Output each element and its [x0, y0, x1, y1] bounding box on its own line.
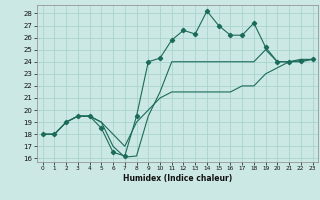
X-axis label: Humidex (Indice chaleur): Humidex (Indice chaleur) — [123, 174, 232, 183]
